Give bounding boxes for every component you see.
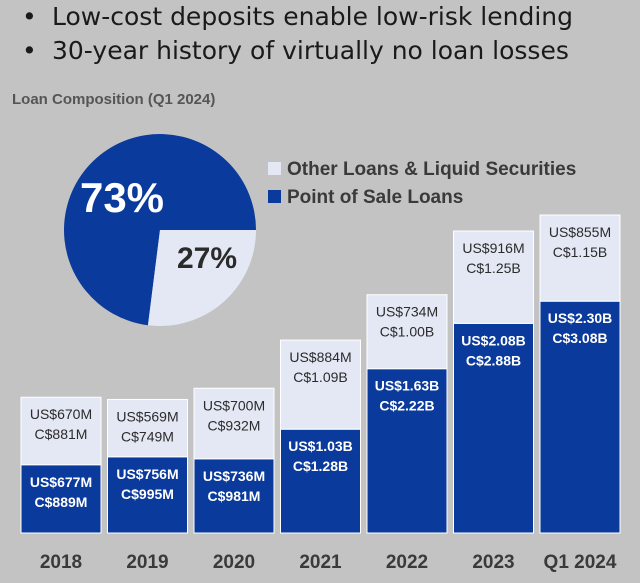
legend-swatch-other bbox=[268, 162, 281, 175]
bar-other-2018 bbox=[20, 396, 102, 466]
bar-other-2022 bbox=[366, 294, 448, 370]
bar-label-pos-cad: C$981M bbox=[208, 488, 261, 504]
bar-label-pos-usd: US$2.30B bbox=[548, 310, 613, 326]
x-tick-label: 2021 bbox=[299, 552, 342, 573]
bar-label-pos-usd: US$756M bbox=[116, 466, 178, 482]
bar-label-other-usd: US$734M bbox=[376, 304, 438, 320]
bar-label-other-usd: US$670M bbox=[30, 406, 92, 422]
bar-label-other-usd: US$855M bbox=[549, 224, 611, 240]
legend-label-other: Other Loans & Liquid Securities bbox=[287, 159, 576, 180]
bar-label-pos-usd: US$677M bbox=[30, 474, 92, 490]
x-tick-label: 2022 bbox=[386, 552, 428, 573]
bar-other-2021 bbox=[280, 339, 361, 430]
x-tick-label: Q1 2024 bbox=[544, 552, 617, 573]
bullet-text: 30-year history of virtually no loan los… bbox=[52, 36, 569, 65]
bar-label-pos-usd: US$736M bbox=[203, 468, 265, 484]
bar-point-of-sale-2020 bbox=[193, 458, 275, 534]
pie-title: Loan Composition (Q1 2024) bbox=[12, 91, 215, 108]
bar-label-pos-cad: C$2.22B bbox=[379, 398, 434, 414]
pie-label-other: 27% bbox=[177, 242, 237, 275]
bar-label-other-cad: C$932M bbox=[208, 417, 261, 433]
bar-label-pos-usd: US$2.08B bbox=[461, 332, 526, 348]
bar-label-other-cad: C$1.00B bbox=[380, 324, 434, 340]
bar-label-other-cad: C$1.15B bbox=[553, 244, 607, 260]
x-tick-label: 2023 bbox=[472, 552, 514, 573]
bar-label-other-usd: US$916M bbox=[462, 240, 524, 256]
x-tick-label: 2018 bbox=[40, 552, 82, 573]
bar-label-pos-cad: C$1.28B bbox=[293, 458, 348, 474]
bullet-dot: • bbox=[22, 36, 37, 65]
bar-label-pos-usd: US$1.03B bbox=[288, 438, 353, 454]
bar-label-other-cad: C$1.25B bbox=[466, 260, 520, 276]
bullet-item-1: • Low-cost deposits enable low-risk lendi… bbox=[22, 2, 573, 31]
bar-label-pos-cad: C$2.88B bbox=[466, 352, 521, 368]
bar-label-pos-cad: C$889M bbox=[35, 494, 88, 510]
x-tick-label: 2020 bbox=[213, 552, 255, 573]
pie-slice-other bbox=[147, 230, 256, 326]
bar-label-other-cad: C$881M bbox=[35, 426, 88, 442]
pie-label-point-of-sale: 73% bbox=[80, 174, 164, 221]
legend-swatch-point-of-sale bbox=[268, 190, 281, 203]
bullet-text: Low-cost deposits enable low-risk lendin… bbox=[52, 2, 573, 31]
bullet-dot: • bbox=[22, 2, 37, 31]
bar-point-of-sale-2018 bbox=[20, 464, 102, 534]
pie-slice-point-of-sale bbox=[64, 134, 256, 326]
bar-label-pos-cad: C$995M bbox=[121, 486, 174, 502]
bar-label-other-usd: US$569M bbox=[116, 408, 178, 424]
bar-other-2019 bbox=[107, 398, 188, 458]
bar-other-Q1-2024 bbox=[539, 214, 621, 302]
bar-label-other-cad: C$749M bbox=[121, 428, 174, 444]
bar-label-other-usd: US$884M bbox=[289, 349, 351, 365]
bar-point-of-sale-2021 bbox=[280, 428, 361, 534]
bar-label-other-usd: US$700M bbox=[203, 397, 265, 413]
bar-label-other-cad: C$1.09B bbox=[293, 369, 347, 385]
bar-point-of-sale-2023 bbox=[453, 322, 534, 534]
bar-other-2023 bbox=[453, 230, 534, 324]
x-tick-label: 2019 bbox=[126, 552, 168, 573]
bar-label-pos-usd: US$1.63B bbox=[375, 378, 440, 394]
legend-label-point-of-sale: Point of Sale Loans bbox=[287, 187, 463, 208]
bullet-item-2: • 30-year history of virtually no loan lo… bbox=[22, 36, 569, 65]
bar-point-of-sale-Q1-2024 bbox=[539, 300, 621, 534]
bar-other-2020 bbox=[193, 387, 275, 460]
bar-label-pos-cad: C$3.08B bbox=[552, 330, 607, 346]
